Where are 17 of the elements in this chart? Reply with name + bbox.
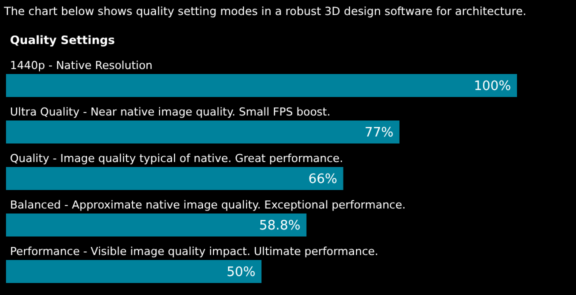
bar bbox=[6, 74, 517, 97]
chart-subtitle: Quality Settings bbox=[10, 33, 116, 47]
data-label: 100% bbox=[474, 79, 511, 94]
y-tick-label: Ultra Quality - Near native image quality. Small FPS boost. bbox=[10, 106, 330, 118]
y-tick-label: Quality - Image quality typical of native. Great performance. bbox=[10, 152, 344, 165]
data-label: 50% bbox=[226, 265, 256, 280]
bar bbox=[6, 120, 400, 144]
bar bbox=[6, 214, 306, 236]
bar bbox=[6, 167, 344, 190]
chart-title: The chart below shows quality setting modes in a robust 3D design software for architecture. bbox=[3, 5, 526, 18]
data-label: 66% bbox=[308, 172, 338, 187]
y-tick-label: 1440p - Native Resolution bbox=[10, 59, 153, 72]
bar bbox=[6, 260, 262, 283]
data-label: 58.8% bbox=[259, 218, 300, 234]
y-tick-label: Performance - Visible image quality impact. Ultimate performance. bbox=[10, 245, 378, 258]
data-label: 77% bbox=[364, 126, 394, 140]
y-tick-label: Balanced - Approximate native image quality. Exceptional performance. bbox=[10, 198, 406, 212]
